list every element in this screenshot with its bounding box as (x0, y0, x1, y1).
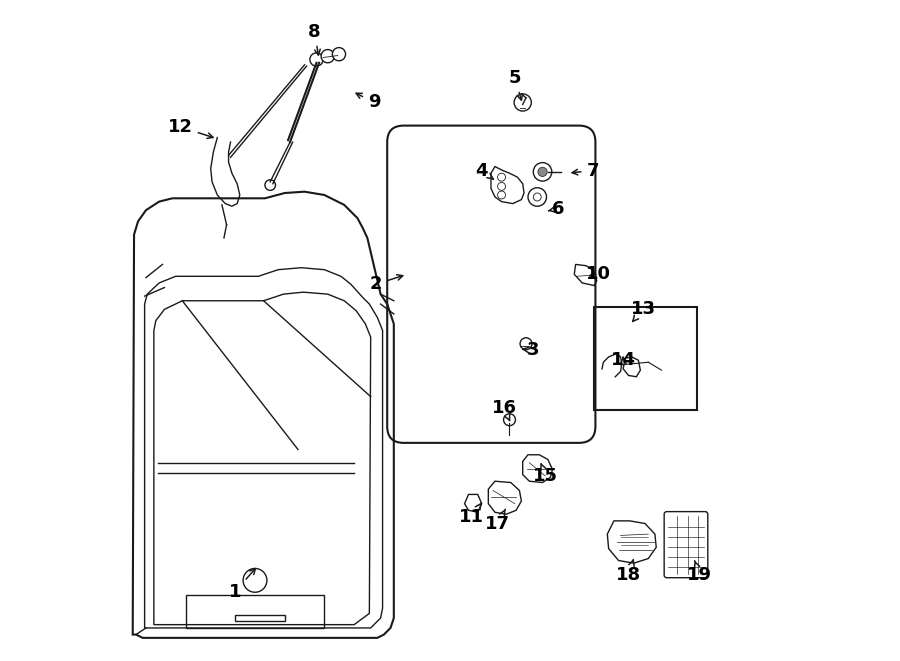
Circle shape (321, 50, 334, 63)
Text: 9: 9 (356, 93, 380, 112)
Text: 17: 17 (485, 509, 510, 533)
Circle shape (310, 53, 323, 66)
Text: 16: 16 (491, 399, 517, 420)
Text: 11: 11 (459, 503, 484, 526)
Text: 10: 10 (586, 265, 611, 284)
Text: 8: 8 (308, 22, 320, 55)
Text: 14: 14 (611, 351, 635, 369)
Text: 7: 7 (572, 161, 599, 180)
Circle shape (538, 167, 547, 176)
Text: 13: 13 (631, 300, 655, 321)
Text: 12: 12 (167, 118, 213, 138)
Text: 19: 19 (688, 561, 713, 584)
Text: 3: 3 (523, 341, 539, 360)
Circle shape (534, 163, 552, 181)
Text: 4: 4 (475, 161, 493, 180)
Text: 18: 18 (616, 560, 641, 584)
Text: 15: 15 (534, 464, 558, 485)
Bar (594, 307, 697, 410)
Text: 6: 6 (549, 200, 564, 218)
Circle shape (332, 48, 346, 61)
Text: 5: 5 (508, 69, 523, 100)
Text: 2: 2 (370, 275, 403, 293)
Circle shape (503, 414, 516, 426)
Text: 1: 1 (229, 568, 256, 601)
